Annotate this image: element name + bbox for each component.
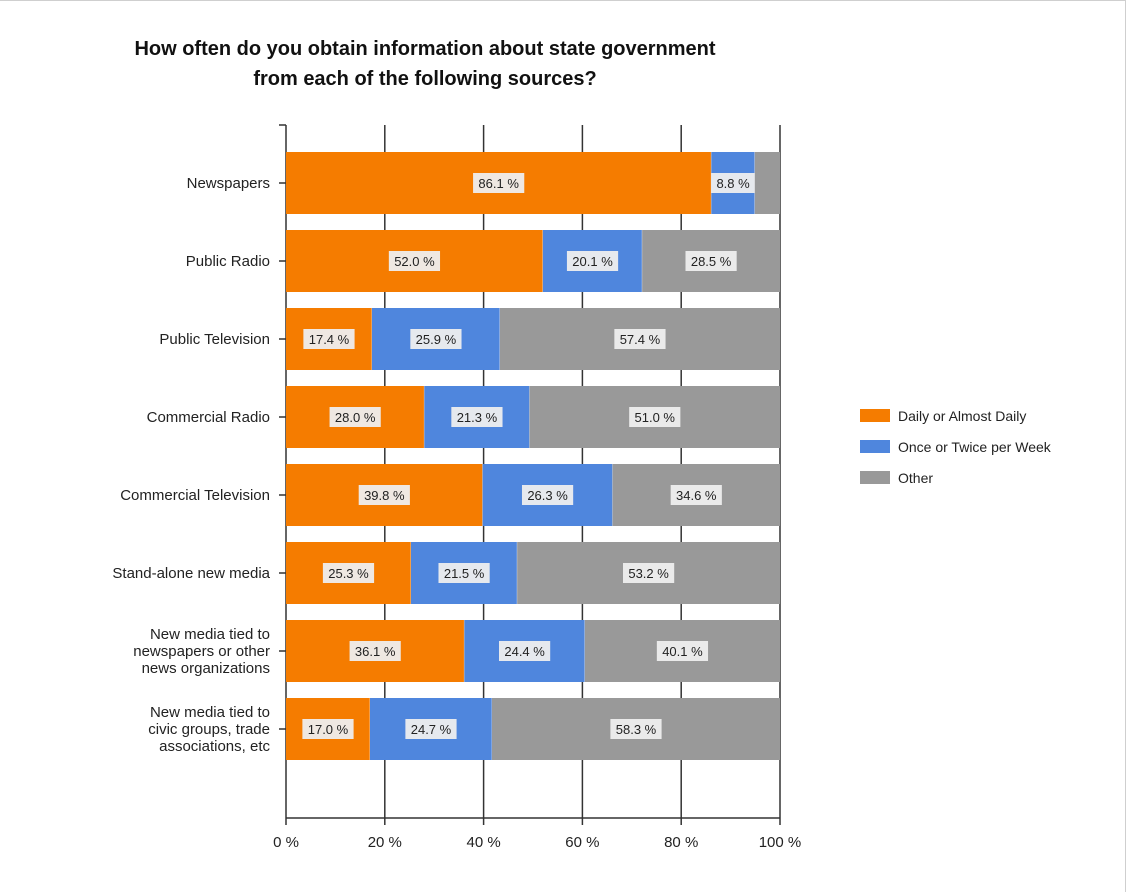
data-label: 24.4 % [504, 644, 545, 659]
legend-swatch-weekly [860, 440, 890, 453]
data-label: 25.3 % [328, 566, 369, 581]
chart-title: How often do you obtain information abou… [60, 34, 790, 94]
data-label-box [349, 641, 401, 661]
data-label-box [622, 563, 675, 583]
category-label: Newspapers [187, 175, 270, 192]
category-label: associations, etc [159, 738, 270, 755]
data-label-box [629, 407, 681, 427]
data-label: 52.0 % [394, 254, 435, 269]
bar-segment [754, 152, 780, 214]
x-tick-label: 20 % [368, 834, 402, 851]
data-label-box [405, 719, 457, 739]
legend-item-daily: Daily or Almost Daily [860, 400, 1051, 431]
data-label-box [711, 173, 756, 193]
data-label-box [451, 407, 503, 427]
data-label-box [614, 329, 666, 349]
chart-title-line-2: from each of the following sources? [253, 68, 597, 90]
data-label: 24.7 % [411, 722, 452, 737]
data-label-box [410, 329, 462, 349]
data-label: 51.0 % [635, 410, 676, 425]
data-label-box [303, 329, 355, 349]
legend-swatch-daily [860, 409, 890, 422]
category-label: civic groups, trade [148, 721, 270, 738]
legend-label-daily: Daily or Almost Daily [898, 407, 1027, 424]
data-label-box [358, 485, 410, 505]
legend-swatch-other [860, 471, 890, 484]
legend-label-other: Other [898, 469, 934, 486]
x-tick-label: 100 % [759, 834, 802, 851]
data-label: 8.8 % [716, 176, 750, 191]
x-tick-label: 60 % [565, 834, 599, 851]
legend: Daily or Almost Daily Once or Twice per … [860, 400, 1051, 493]
data-label: 86.1 % [478, 176, 519, 191]
category-label: Public Television [159, 331, 270, 348]
data-label: 21.5 % [444, 566, 485, 581]
data-label: 17.4 % [309, 332, 350, 347]
data-label: 28.5 % [691, 254, 732, 269]
data-label-box [388, 251, 441, 271]
category-label: news organizations [142, 660, 270, 677]
category-label: New media tied to [150, 626, 270, 643]
category-label: Commercial Television [120, 487, 270, 504]
data-label-box [670, 485, 722, 505]
category-label: Stand-alone new media [112, 565, 270, 582]
data-label: 34.6 % [676, 488, 717, 503]
data-label: 25.9 % [416, 332, 457, 347]
x-tick-label: 40 % [466, 834, 500, 851]
category-label: newspapers or other [133, 643, 270, 660]
data-label-box [322, 563, 375, 583]
data-label: 53.2 % [628, 566, 669, 581]
data-label-box [521, 485, 574, 505]
data-label-box [329, 407, 381, 427]
legend-item-weekly: Once or Twice per Week [860, 431, 1051, 462]
data-label: 57.4 % [620, 332, 661, 347]
x-tick-label: 0 % [273, 834, 299, 851]
data-label: 17.0 % [308, 722, 349, 737]
data-label: 28.0 % [335, 410, 376, 425]
legend-item-other: Other [860, 462, 1051, 493]
legend-label-weekly: Once or Twice per Week [898, 438, 1051, 455]
data-label: 26.3 % [527, 488, 568, 503]
data-label-box [610, 719, 662, 739]
data-label-box [656, 641, 709, 661]
x-tick-label: 80 % [664, 834, 698, 851]
data-label: 39.8 % [364, 488, 405, 503]
data-label-box [685, 251, 737, 271]
data-label-box [566, 251, 619, 271]
data-label-box [499, 641, 551, 661]
data-label-box [473, 173, 525, 193]
data-label: 58.3 % [616, 722, 657, 737]
category-label: Public Radio [186, 253, 270, 270]
data-label: 20.1 % [572, 254, 613, 269]
data-label-box [438, 563, 490, 583]
category-label: Commercial Radio [147, 409, 270, 426]
data-label-box [302, 719, 354, 739]
data-label: 21.3 % [457, 410, 498, 425]
data-label: 40.1 % [662, 644, 703, 659]
category-label: New media tied to [150, 704, 270, 721]
chart-title-line-1: How often do you obtain information abou… [134, 38, 716, 60]
data-label: 36.1 % [355, 644, 396, 659]
